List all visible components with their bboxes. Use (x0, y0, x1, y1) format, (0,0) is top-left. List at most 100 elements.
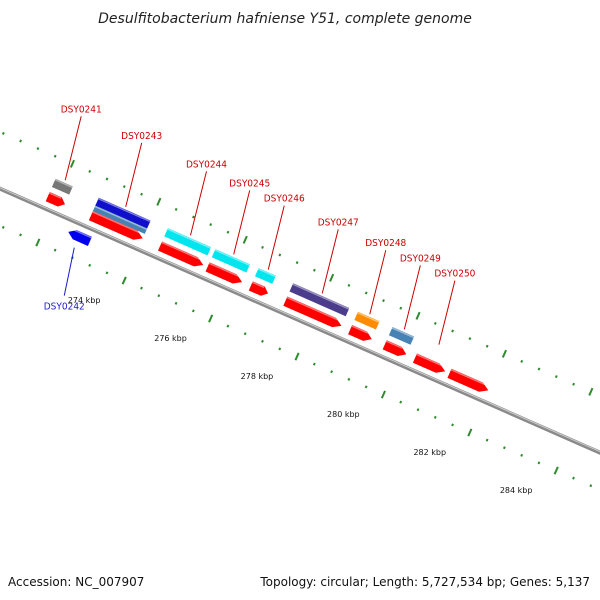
tick-labels: 274 kbp 276 kbp 278 kbp 280 kbp 282 kbp 284 k… (68, 296, 533, 495)
tick-label: 278 kbp (241, 372, 274, 381)
gene-arrow (205, 262, 243, 284)
tick-mark (330, 370, 333, 374)
tick-mark (261, 339, 264, 343)
gene-arrow-shine (161, 241, 200, 260)
tick-mark (140, 286, 143, 290)
gene-arrow-shine (416, 353, 442, 367)
gene-label-leader (321, 229, 339, 294)
tick-label: 276 kbp (154, 334, 187, 343)
tick-mark (537, 367, 541, 371)
gene-feature-box-shine (214, 249, 250, 266)
tick-label: 280 kbp (327, 410, 360, 419)
gene-arrow-shine (208, 262, 239, 277)
gene-label-leader (267, 205, 285, 270)
tick-mark (294, 352, 300, 361)
gene-arrow (348, 325, 372, 341)
gene-label: DSY0246 (264, 194, 305, 205)
tick-mark (278, 253, 282, 257)
gene-arrow-body (45, 192, 65, 207)
gene-arrow-shine (450, 368, 485, 386)
gene-feature-box-shine (54, 178, 73, 188)
gene-feature-box (51, 178, 73, 195)
tick-mark (312, 362, 316, 366)
tick-mark (347, 377, 351, 381)
gene-feature-box-shine (357, 311, 380, 323)
tick-label: 282 kbp (413, 448, 446, 457)
gene-features (45, 178, 489, 392)
backbone-line (0, 186, 600, 455)
tick-mark (501, 349, 507, 358)
gene-label: DSY0250 (434, 269, 475, 280)
tick-mark (174, 207, 178, 211)
tick-label: 274 kbp (68, 296, 101, 305)
tick-mark (364, 291, 368, 295)
gene-feature-box-body (211, 249, 250, 273)
gene-feature-box-body (92, 205, 148, 234)
gene-arrow-shine (385, 340, 403, 349)
tick-mark (156, 197, 162, 206)
gene-arrow (248, 281, 269, 296)
map-title: Desulfitobacterium hafniense Y51, comple… (98, 11, 472, 27)
gene-feature-box-shine (167, 228, 211, 249)
tick-mark (572, 476, 575, 480)
tick-mark (537, 461, 541, 465)
accession-text: Accession: NC_007907 (8, 575, 144, 589)
tick-mark (208, 314, 214, 323)
gene-feature-box-body (354, 311, 380, 330)
tick-mark (140, 192, 143, 196)
gene-label-leader (64, 116, 82, 181)
gene-feature-box-body (51, 178, 73, 195)
tick-mark (226, 324, 230, 328)
tick-mark (329, 273, 335, 282)
tick-mark (451, 329, 455, 333)
tick-mark (502, 446, 506, 450)
tick-mark (19, 139, 23, 143)
gene-arrow-body (205, 262, 243, 284)
tick-mark (105, 177, 109, 181)
tick-mark (243, 332, 247, 336)
gene-feature-box-shine (391, 327, 415, 339)
gene-label-leader (403, 265, 421, 330)
tick-mark (53, 154, 57, 158)
tick-mark (347, 283, 351, 287)
gene-arrow (283, 296, 342, 328)
gene-feature-box (388, 326, 415, 345)
gene-arrow-body (248, 281, 269, 296)
gene-arrow (447, 368, 489, 392)
tick-mark (53, 248, 57, 252)
gene-label: DSY0247 (318, 217, 359, 228)
tick-mark (295, 261, 299, 265)
tick-mark (553, 466, 559, 475)
gene-feature-box-shine (292, 283, 350, 310)
tick-mark (572, 382, 575, 386)
tick-mark (261, 245, 264, 249)
gene-arrow-body (412, 353, 446, 373)
tick-mark (399, 400, 403, 404)
gene-feature-box-body (254, 268, 276, 284)
gene-arrow-body (447, 368, 489, 392)
tick-mark (1, 131, 5, 135)
tick-mark (226, 230, 230, 234)
tick-mark (122, 185, 126, 189)
tick-mark (69, 159, 75, 168)
gene-arrow-shine (92, 211, 140, 234)
tick-mark (192, 215, 195, 219)
tick-mark (416, 408, 420, 412)
genome-backbone (0, 186, 600, 455)
tick-mark (380, 390, 386, 399)
gene-arrow-body (158, 241, 204, 267)
gene-label: DSY0245 (229, 178, 270, 189)
tick-mark (467, 428, 473, 437)
gene-label: DSY0243 (121, 131, 162, 142)
gene-label: DSY0242 (44, 302, 85, 313)
gene-label-leader (438, 280, 456, 345)
gene-arrow-body (382, 340, 407, 357)
tick-mark (174, 301, 178, 305)
tick-mark (554, 375, 558, 379)
gene-label: DSY0249 (400, 253, 441, 264)
gene-label: DSY0244 (186, 159, 227, 170)
gene-arrow (382, 340, 407, 357)
gene-label: DSY0241 (61, 104, 102, 115)
gene-feature-box-shine (98, 197, 151, 223)
